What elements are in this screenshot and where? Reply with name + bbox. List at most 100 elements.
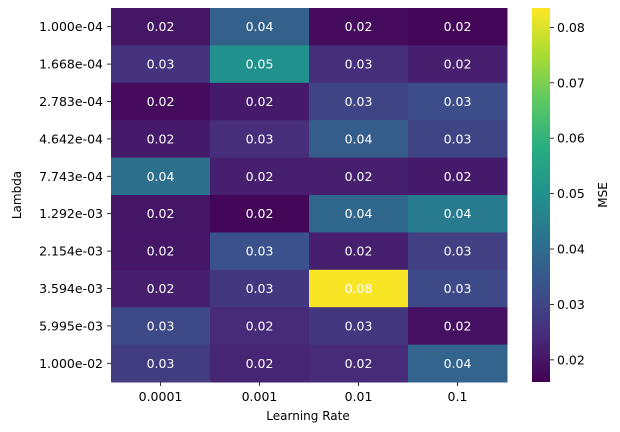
cell-annotation: 0.02 [147, 281, 175, 296]
y-axis-label: Lambda [10, 171, 24, 219]
heatmap-cell [309, 195, 409, 233]
colorbar-tick-label: 0.08 [557, 20, 585, 35]
heatmap-cell [309, 120, 409, 159]
cell-annotation: 0.02 [147, 206, 175, 221]
cell-annotation: 0.03 [246, 244, 274, 259]
cell-annotation: 0.02 [147, 244, 175, 259]
x-tick-label: 0.001 [242, 389, 278, 404]
heatmap-cell [408, 120, 508, 159]
cell-annotation: 0.03 [444, 281, 472, 296]
heatmap-cell [408, 307, 508, 346]
cell-annotations: 0.02 0.04 0.02 0.02 0.03 0.05 0.03 0.02 0.02 0.02… [147, 19, 472, 371]
cell-annotation: 0.04 [345, 206, 373, 221]
cell-annotation: 0.03 [345, 57, 373, 72]
y-tick-label: 7.743e-04 [39, 169, 103, 184]
cell-annotation: 0.02 [147, 19, 175, 34]
heatmap-cell [408, 82, 508, 121]
heatmap-cell [210, 157, 310, 196]
x-tick-label: 0.01 [345, 389, 373, 404]
colorbar-tick-label: 0.02 [557, 352, 585, 367]
heatmap-cell [111, 344, 211, 383]
cell-annotation: 0.03 [147, 57, 175, 72]
cell-annotation: 0.03 [147, 356, 175, 371]
cell-annotation: 0.03 [444, 131, 472, 146]
y-tick-label: 4.642e-04 [39, 131, 103, 146]
cell-annotation: 0.02 [246, 169, 274, 184]
cell-annotation: 0.02 [147, 94, 175, 109]
heatmap-cell [309, 8, 409, 46]
cell-annotation: 0.02 [246, 206, 274, 221]
x-tick-label: 0.1 [448, 389, 468, 404]
x-axis-label: Learning Rate [266, 409, 349, 423]
cell-annotation: 0.02 [345, 169, 373, 184]
colorbar-gradient [532, 8, 550, 382]
cell-annotation: 0.04 [246, 19, 274, 34]
cell-annotation: 0.02 [444, 318, 472, 333]
cell-annotation: 0.02 [345, 19, 373, 34]
heatmap-cell [210, 344, 310, 383]
y-tick-label: 1.292e-03 [39, 206, 103, 221]
y-tick-label: 1.668e-04 [39, 57, 103, 72]
heatmap-cell [309, 45, 409, 84]
heatmap-cell [111, 157, 211, 196]
cell-annotation: 0.02 [444, 57, 472, 72]
cell-annotation: 0.03 [147, 318, 175, 333]
cell-annotation: 0.04 [345, 131, 373, 146]
cell-annotation: 0.04 [147, 169, 175, 184]
heatmap-cell [210, 195, 310, 233]
heatmap-cell [408, 195, 508, 233]
cell-annotation: 0.04 [444, 356, 472, 371]
heatmap-cell [210, 120, 310, 159]
heatmap-cell [111, 269, 211, 308]
heatmap-cell [210, 8, 310, 46]
colorbar-tick-label: 0.07 [557, 75, 585, 90]
heatmap-cell [210, 269, 310, 308]
heatmap-cell [111, 195, 211, 233]
cell-annotation: 0.02 [444, 19, 472, 34]
y-tick-label: 2.783e-04 [39, 94, 103, 109]
heatmap-cell [309, 82, 409, 121]
cell-annotation: 0.03 [246, 131, 274, 146]
cell-annotation: 0.04 [444, 206, 472, 221]
colorbar-tick-label: 0.06 [557, 131, 585, 146]
cell-annotation: 0.02 [246, 356, 274, 371]
heatmap-cell [210, 307, 310, 346]
cell-annotation: 0.02 [246, 94, 274, 109]
heatmap-cell [309, 307, 409, 346]
y-tick-label: 1.000e-04 [39, 19, 103, 34]
heatmap-cell [408, 232, 508, 271]
heatmap-cell [111, 232, 211, 271]
cell-annotation: 0.02 [345, 356, 373, 371]
heatmap-cell [210, 232, 310, 271]
y-tick-label: 2.154e-03 [39, 244, 103, 259]
heatmap-cell [111, 307, 211, 346]
colorbar-label: MSE [596, 182, 610, 208]
heatmap-cell [111, 120, 211, 159]
cell-annotation: 0.03 [444, 244, 472, 259]
heatmap-cell [309, 344, 409, 383]
heatmap-cell [111, 45, 211, 84]
cell-annotation: 0.03 [444, 94, 472, 109]
heatmap-cell [111, 8, 211, 46]
heatmap-cell [408, 8, 508, 46]
cell-annotation: 0.02 [345, 244, 373, 259]
heatmap-cell [111, 82, 211, 121]
heatmap-cell [408, 344, 508, 383]
cell-annotation: 0.02 [246, 318, 274, 333]
cell-annotation: 0.02 [444, 169, 472, 184]
y-axis: 1.000e-04 1.668e-04 2.783e-04 4.642e-04 7.74… [39, 19, 111, 371]
y-tick-label: 5.995e-03 [39, 318, 103, 333]
heatmap-cell [309, 269, 409, 308]
cell-annotation: 0.05 [246, 57, 274, 72]
x-axis: 0.0001 0.001 0.01 0.1 [139, 382, 468, 404]
y-tick-label: 1.000e-02 [39, 356, 103, 371]
cell-annotation: 0.03 [345, 318, 373, 333]
heatmap-cell [309, 157, 409, 196]
colorbar-tick-label: 0.05 [557, 186, 585, 201]
heatmap-cell [309, 232, 409, 271]
colorbar-tick-label: 0.04 [557, 242, 585, 257]
heatmap-cell [210, 82, 310, 121]
colorbar: 0.02 0.03 0.04 0.05 0.06 0.07 0.08 MSE [532, 8, 610, 382]
x-tick-label: 0.0001 [139, 389, 183, 404]
